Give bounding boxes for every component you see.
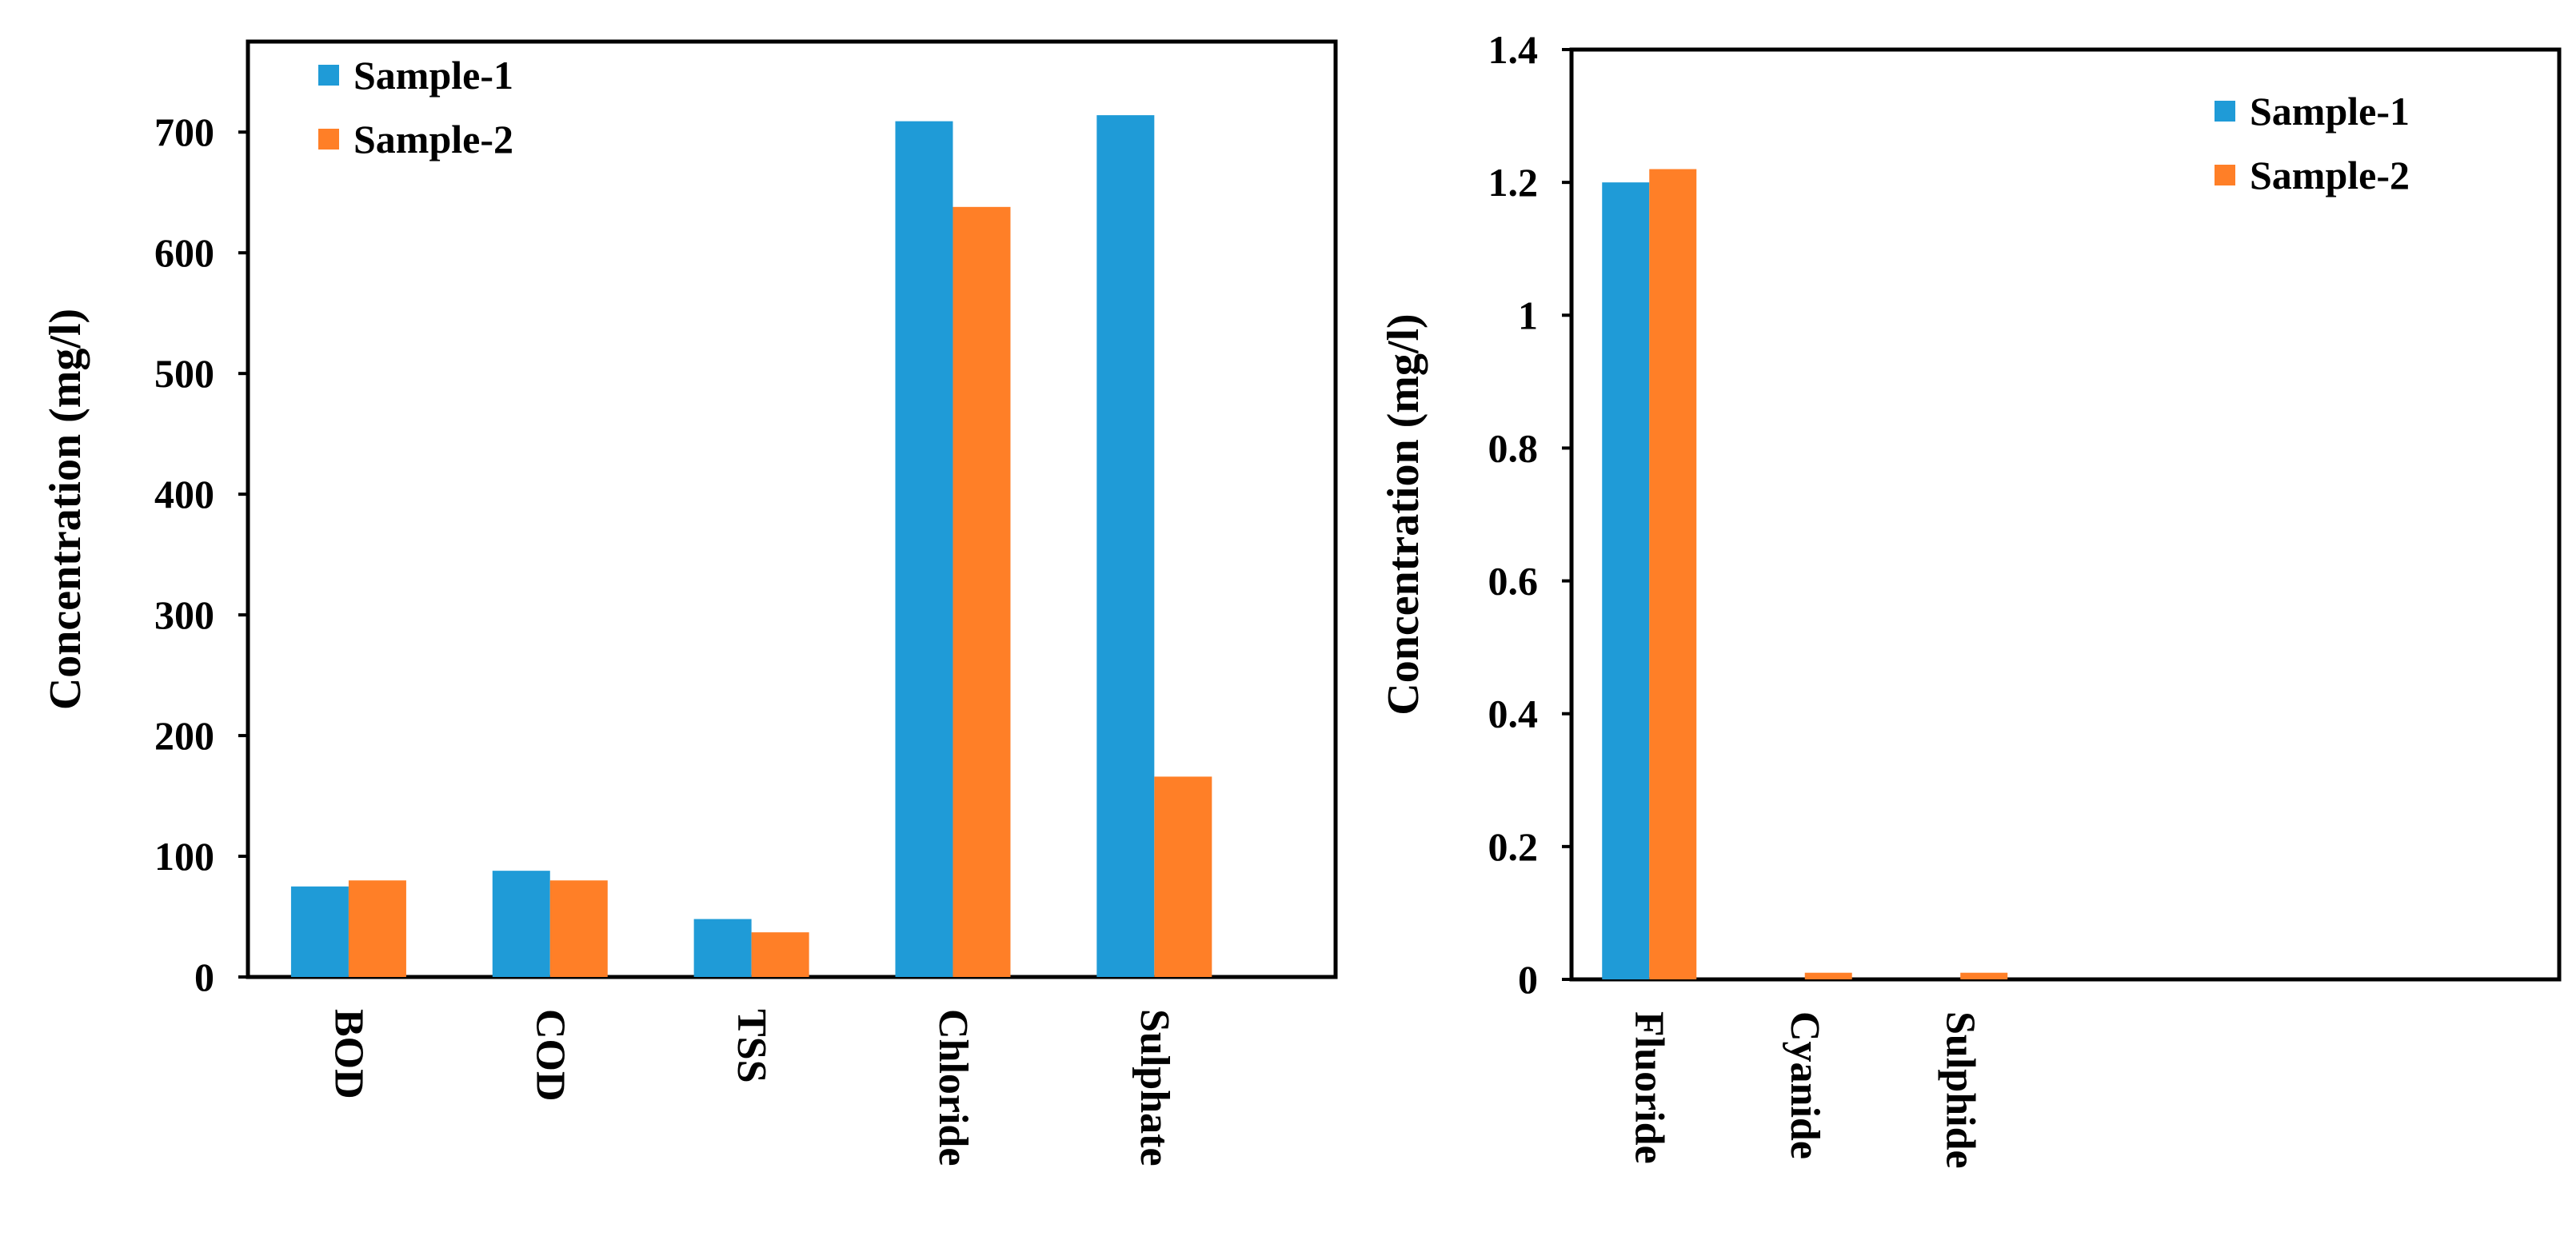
chart-right: 0 0.2 0.4 0.6 0.8 1 1.2 1.4 Concentration (mg/l)… bbox=[1379, 27, 2562, 1169]
y-tick-label: 1.2 bbox=[1488, 160, 1539, 205]
legend-swatch bbox=[318, 129, 339, 150]
y-tick-label: 700 bbox=[154, 110, 214, 154]
y-tick-label: 200 bbox=[154, 713, 214, 758]
y-tick-label: 1.4 bbox=[1488, 27, 1539, 72]
x-tick-label: Cyanide bbox=[1782, 1011, 1827, 1159]
bar-sulphate-sample-1 bbox=[1096, 115, 1155, 977]
y-tick-label: 400 bbox=[154, 472, 214, 516]
y-tick-label: 500 bbox=[154, 351, 214, 396]
chart-left: 0 100 200 300 400 500 600 700 Concentration (mg/… bbox=[41, 39, 1338, 1166]
plot-frame bbox=[1569, 47, 2562, 982]
legend-swatch bbox=[318, 65, 339, 86]
y-tick-label: 0 bbox=[194, 955, 214, 999]
y-axis-title: Concentration (mg/l) bbox=[1379, 313, 1428, 715]
y-tick-label: 0.4 bbox=[1488, 692, 1539, 736]
y-tick-label: 600 bbox=[154, 230, 214, 275]
x-tick-label: TSS bbox=[729, 1009, 774, 1083]
bar-tss-sample-1 bbox=[693, 919, 752, 977]
bar-fluoride-sample-2 bbox=[1649, 169, 1697, 979]
x-tick-label: Sulphate bbox=[1132, 1009, 1177, 1166]
legend-label: Sample-2 bbox=[353, 117, 513, 161]
bar-sulphate-sample-2 bbox=[1154, 776, 1212, 977]
legend-swatch bbox=[2215, 101, 2235, 122]
bar-cod-sample-2 bbox=[549, 880, 608, 977]
legend-label: Sample-1 bbox=[353, 53, 513, 98]
x-tick-label: COD bbox=[527, 1009, 573, 1102]
bar-cyanide-sample-2 bbox=[1804, 972, 1852, 979]
legend-label: Sample-2 bbox=[2250, 153, 2410, 197]
y-tick-label: 0.2 bbox=[1488, 824, 1539, 869]
y-tick-label: 1 bbox=[1518, 293, 1538, 337]
legend-swatch bbox=[2215, 165, 2235, 185]
bar-fluoride-sample-1 bbox=[1602, 182, 1650, 980]
y-tick-label: 100 bbox=[154, 834, 214, 879]
bar-chloride-sample-1 bbox=[895, 121, 953, 978]
y-tick-label: 0 bbox=[1518, 957, 1538, 1002]
bar-sulphide-sample-2 bbox=[1960, 972, 2008, 979]
bar-chloride-sample-2 bbox=[953, 206, 1011, 977]
y-tick-label: 0.8 bbox=[1488, 425, 1539, 470]
y-tick-label: 300 bbox=[154, 592, 214, 637]
bar-bod-sample-1 bbox=[290, 886, 349, 977]
bar-cod-sample-1 bbox=[492, 871, 550, 977]
bar-bod-sample-2 bbox=[348, 880, 406, 977]
x-tick-label: Fluoride bbox=[1627, 1011, 1672, 1164]
x-tick-label: Chloride bbox=[930, 1009, 976, 1166]
bar-tss-sample-2 bbox=[751, 932, 809, 977]
x-tick-label: BOD bbox=[325, 1009, 371, 1099]
y-axis-title: Concentration (mg/l) bbox=[41, 309, 90, 710]
legend-label: Sample-1 bbox=[2250, 89, 2410, 134]
x-tick-label: Sulphide bbox=[1938, 1011, 1983, 1169]
y-tick-label: 0.6 bbox=[1488, 559, 1539, 604]
